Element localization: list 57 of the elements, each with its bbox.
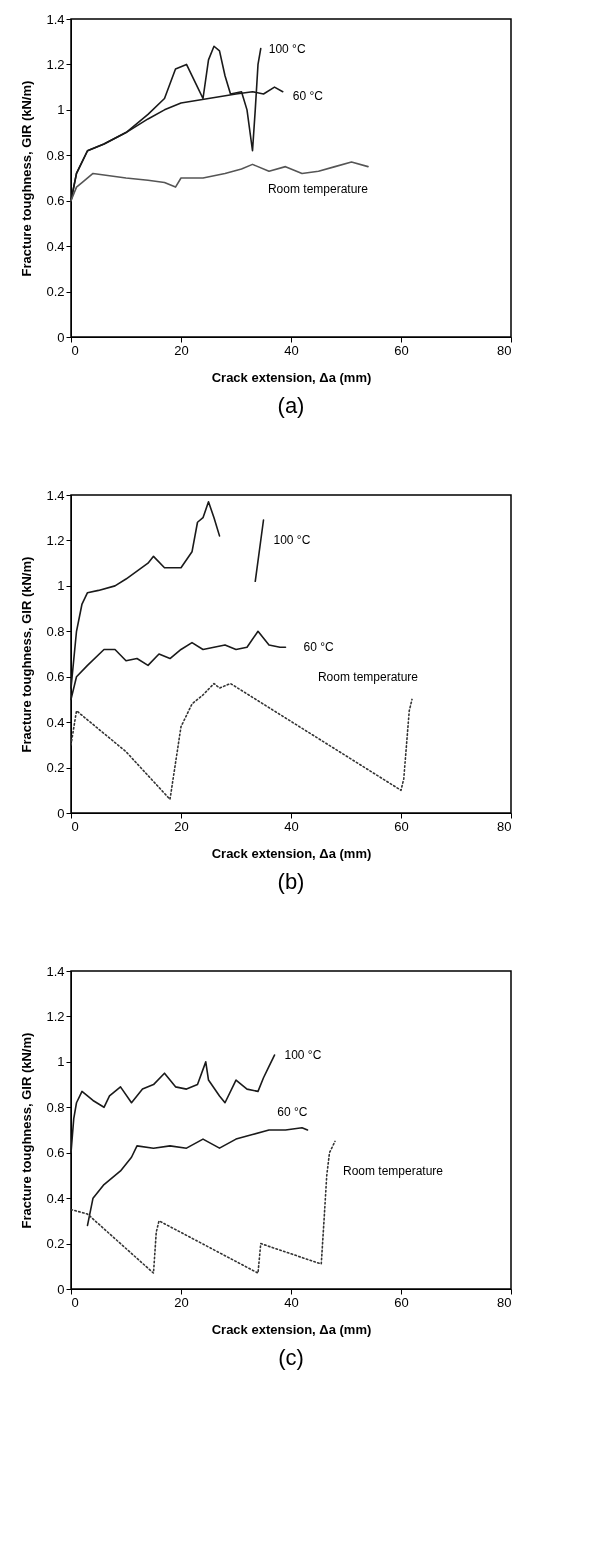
y-tick-label: 0.8 bbox=[46, 623, 65, 639]
x-tick-label: 20 bbox=[174, 818, 189, 834]
x-tick-label: 40 bbox=[284, 1294, 299, 1310]
x-tick-label: 0 bbox=[71, 342, 79, 358]
x-tick-label: 60 bbox=[394, 342, 409, 358]
y-tick-label: 1 bbox=[57, 102, 65, 118]
x-tick-label: 0 bbox=[71, 1294, 79, 1310]
series-label: Room temperature bbox=[267, 181, 369, 196]
x-axis-title: Crack extension, Δa (mm) bbox=[211, 845, 372, 861]
text: (c) bbox=[278, 1345, 304, 1370]
x-axis-title: Crack extension, Δa (mm) bbox=[211, 369, 372, 385]
series-label: 100 °C bbox=[268, 41, 306, 56]
series-label: 60 °C bbox=[292, 88, 324, 103]
y-tick-label: 1 bbox=[57, 578, 65, 594]
x-axis-title: Crack extension, Δa (mm) bbox=[211, 1321, 372, 1337]
y-tick-label: 1 bbox=[57, 1054, 65, 1070]
y-tick-label: 1.2 bbox=[46, 56, 65, 72]
y-tick-label: 0.2 bbox=[46, 284, 65, 300]
y-tick-label: 0.6 bbox=[46, 669, 65, 685]
y-tick-label: 1.4 bbox=[46, 487, 65, 503]
x-tick-label: 0 bbox=[71, 818, 79, 834]
y-tick-label: 0 bbox=[57, 1281, 65, 1297]
text: (a) bbox=[277, 393, 305, 418]
series-label: 100 °C bbox=[284, 1048, 322, 1063]
x-tick-label: 40 bbox=[284, 818, 299, 834]
x-tick-label: 20 bbox=[174, 342, 189, 358]
y-tick-label: 0.8 bbox=[46, 1099, 65, 1115]
series-label: 60 °C bbox=[277, 1105, 308, 1119]
y-axis-title: Fracture toughness, GIR (kN/m) bbox=[19, 1032, 35, 1229]
y-tick-label: 0 bbox=[57, 805, 65, 821]
y-tick-label: 0.2 bbox=[46, 760, 65, 776]
y-tick-label: 0.4 bbox=[46, 1190, 65, 1206]
y-tick-label: 1.4 bbox=[46, 963, 65, 979]
y-tick-label: 0.6 bbox=[46, 1145, 65, 1161]
x-tick-label: 80 bbox=[497, 1294, 512, 1310]
x-tick-label: 60 bbox=[394, 818, 409, 834]
x-tick-label: 60 bbox=[394, 1294, 409, 1310]
y-tick-label: 1.2 bbox=[46, 1008, 65, 1024]
y-tick-label: 0.4 bbox=[46, 238, 65, 254]
y-axis-title: Fracture toughness, GIR (kN/m) bbox=[19, 556, 35, 753]
x-tick-label: 40 bbox=[284, 342, 299, 358]
y-tick-label: 0.8 bbox=[46, 147, 65, 163]
series-label: 100 °C bbox=[273, 532, 311, 547]
series-label: 60 °C bbox=[303, 640, 334, 655]
text: (b) bbox=[277, 869, 305, 894]
series-label: Room temperature bbox=[317, 670, 419, 685]
y-tick-label: 0.2 bbox=[46, 1236, 65, 1252]
x-tick-label: 20 bbox=[174, 1294, 189, 1310]
y-tick-label: 0 bbox=[57, 329, 65, 345]
x-tick-label: 80 bbox=[497, 342, 512, 358]
y-tick-label: 1.4 bbox=[46, 11, 65, 27]
x-tick-label: 80 bbox=[497, 818, 512, 834]
y-tick-label: 0.4 bbox=[46, 714, 65, 730]
y-axis-title: Fracture toughness, GIR (kN/m) bbox=[19, 80, 35, 277]
y-tick-label: 1.2 bbox=[46, 532, 65, 548]
y-tick-label: 0.6 bbox=[46, 193, 65, 209]
series-label: Room temperature bbox=[343, 1164, 444, 1179]
